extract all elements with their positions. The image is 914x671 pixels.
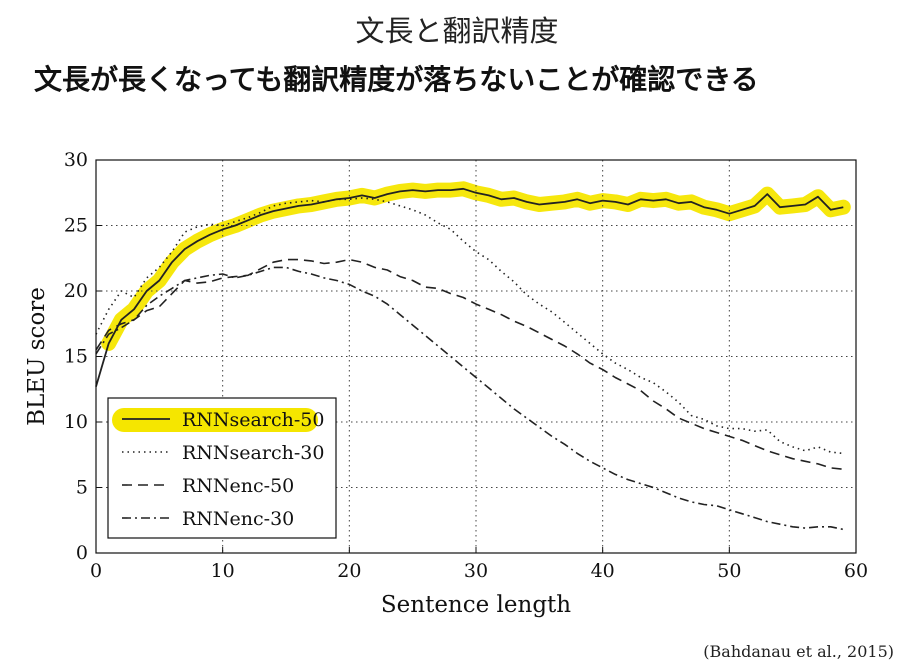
x-tick-label: 20 xyxy=(337,560,361,582)
legend-label-rnnsearch-50: RNNsearch-50 xyxy=(182,409,324,431)
y-tick-label: 15 xyxy=(64,346,88,368)
legend-highlight xyxy=(112,408,318,432)
slide-title: 文長と翻訳精度 xyxy=(355,14,559,48)
x-tick-label: 0 xyxy=(90,560,102,582)
series-line-rnnsearch-30 xyxy=(95,197,844,455)
y-tick-label: 5 xyxy=(76,477,88,499)
x-tick-label: 60 xyxy=(844,560,868,582)
legend-label-rnnenc-50: RNNenc-50 xyxy=(182,475,294,497)
series-layer xyxy=(95,187,844,531)
series-line-rnnsearch-50 xyxy=(95,187,844,387)
x-tick-label: 10 xyxy=(211,560,235,582)
y-tick-label: 30 xyxy=(64,149,88,171)
y-tick-label: 10 xyxy=(64,411,88,433)
series-line-rnnenc-50 xyxy=(95,258,844,470)
x-tick-label: 50 xyxy=(717,560,741,582)
legend: RNNsearch-50 RNNsearch-30 RNNenc-50 RNNenc-… xyxy=(107,397,337,539)
grid-layer xyxy=(96,160,856,553)
legend-label-rnnenc-30: RNNenc-30 xyxy=(182,508,294,530)
y-axis-label: BLEU score xyxy=(24,287,50,426)
tick-layer: 0 10 20 30 40 50 60 0 5 10 15 20 25 30 xyxy=(64,149,868,582)
slide-subtitle: 文長が長くなっても翻訳精度が落ちないことが確認できる xyxy=(34,63,759,96)
y-tick-label: 0 xyxy=(76,542,88,564)
x-tick-label: 30 xyxy=(464,560,488,582)
citation: (Bahdanau et al., 2015) xyxy=(703,642,894,661)
series-line-rnnenc-30 xyxy=(95,266,844,531)
y-tick-label: 25 xyxy=(64,215,88,237)
x-tick-label: 40 xyxy=(591,560,615,582)
y-tick-label: 20 xyxy=(64,280,88,302)
x-axis-label: Sentence length xyxy=(381,592,571,618)
legend-label-rnnsearch-30: RNNsearch-30 xyxy=(182,442,324,464)
